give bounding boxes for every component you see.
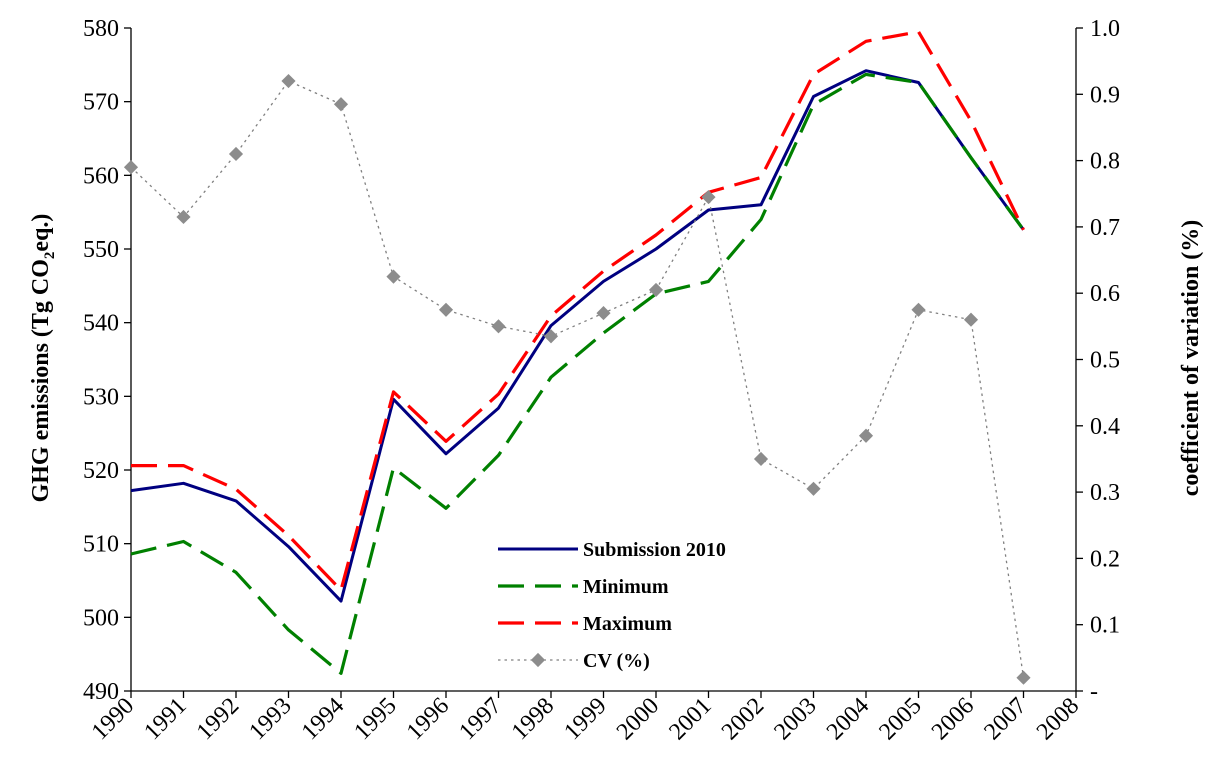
x-tick-label: 2002 — [717, 693, 769, 745]
right-axis-title: coefficient of variation (%) — [1178, 220, 1204, 497]
x-tick-label: 2001 — [664, 693, 716, 745]
left-tick-label: 580 — [83, 16, 119, 42]
x-tick-label: 2007 — [979, 693, 1031, 745]
x-tick-label: 1998 — [507, 693, 559, 745]
cv-data-point — [1016, 670, 1031, 685]
right-tick-label: 0.2 — [1090, 546, 1120, 572]
series-line-minimum — [130, 72, 1025, 675]
x-tick-label: 2005 — [874, 693, 926, 745]
legend-marker — [530, 652, 546, 668]
right-tick-label: 0.7 — [1090, 215, 1120, 241]
cv-data-point — [753, 451, 769, 467]
right-tick-label: 0.4 — [1090, 414, 1120, 440]
legend-label: Submission 2010 — [583, 539, 726, 561]
left-tick-label: 560 — [83, 163, 119, 189]
legend-label: Maximum — [583, 613, 672, 635]
cv-data-point — [228, 146, 244, 162]
cv-data-point — [491, 319, 506, 334]
cv-data-point — [543, 329, 559, 344]
x-tick-label: 2008 — [1032, 693, 1084, 745]
cv-data-point — [176, 209, 191, 225]
left-axis-title: GHG emissions (Tg CO2eq.) — [28, 214, 58, 503]
legend: Submission 2010 Minimum Maximum CV (%) — [498, 539, 726, 672]
cv-data-point — [911, 302, 926, 317]
x-tick-label: 1999 — [559, 693, 611, 745]
cv-data-point — [333, 97, 349, 112]
right-tick-label: 0.9 — [1090, 82, 1120, 108]
x-tick-label: 2000 — [612, 693, 664, 745]
x-tick-label: 1995 — [349, 693, 401, 745]
right-tick-label: 1.0 — [1090, 16, 1120, 42]
left-axis-title-subscript: 2 — [42, 252, 58, 260]
x-tick-label: 1992 — [192, 693, 244, 745]
right-tick-label: 0.6 — [1090, 281, 1120, 307]
cv-data-point — [701, 189, 716, 205]
x-tick-label: 2003 — [769, 693, 821, 745]
axes: 490 500 510 520 530 540 550 560 570 580 - 0.1 0.2 0.3… — [83, 16, 1120, 745]
cv-data-point — [596, 306, 611, 321]
left-tick-label: 550 — [83, 237, 119, 263]
left-tick-label: 570 — [83, 90, 119, 116]
cv-data-point — [806, 481, 821, 496]
x-tick-label: 1994 — [297, 693, 349, 745]
x-tick-label: 1996 — [402, 693, 454, 745]
cv-data-point — [963, 312, 979, 327]
x-tick-label: 1997 — [454, 693, 506, 745]
cv-data-point — [648, 282, 664, 297]
cv-data-point — [281, 73, 296, 89]
left-tick-label: 520 — [83, 458, 119, 484]
right-tick-label: 0.5 — [1090, 348, 1120, 374]
left-tick-label: 500 — [83, 605, 119, 631]
right-tick-label: 0.8 — [1090, 149, 1120, 175]
left-tick-label: 540 — [83, 311, 119, 337]
legend-label: CV (%) — [583, 650, 650, 672]
x-tick-label: 2006 — [927, 693, 979, 745]
cv-data-point — [386, 269, 401, 284]
right-tick-label: 0.1 — [1090, 613, 1120, 639]
left-tick-label: 510 — [83, 532, 119, 558]
x-tick-label: 1991 — [139, 693, 191, 745]
cv-data-point — [858, 428, 874, 443]
x-tick-label: 1993 — [244, 693, 296, 745]
right-tick-label: - — [1090, 679, 1098, 705]
legend-label: Minimum — [583, 576, 669, 598]
series-line-cv — [130, 80, 1025, 678]
left-tick-label: 490 — [83, 679, 119, 705]
series-group — [123, 30, 1031, 685]
cv-data-point — [438, 302, 454, 317]
series-line-maximum — [131, 30, 1025, 592]
right-tick-label: 0.3 — [1090, 480, 1120, 506]
x-tick-label: 2004 — [822, 693, 874, 745]
left-tick-label: 530 — [83, 384, 119, 410]
series-line-submission-2010 — [130, 69, 1025, 603]
